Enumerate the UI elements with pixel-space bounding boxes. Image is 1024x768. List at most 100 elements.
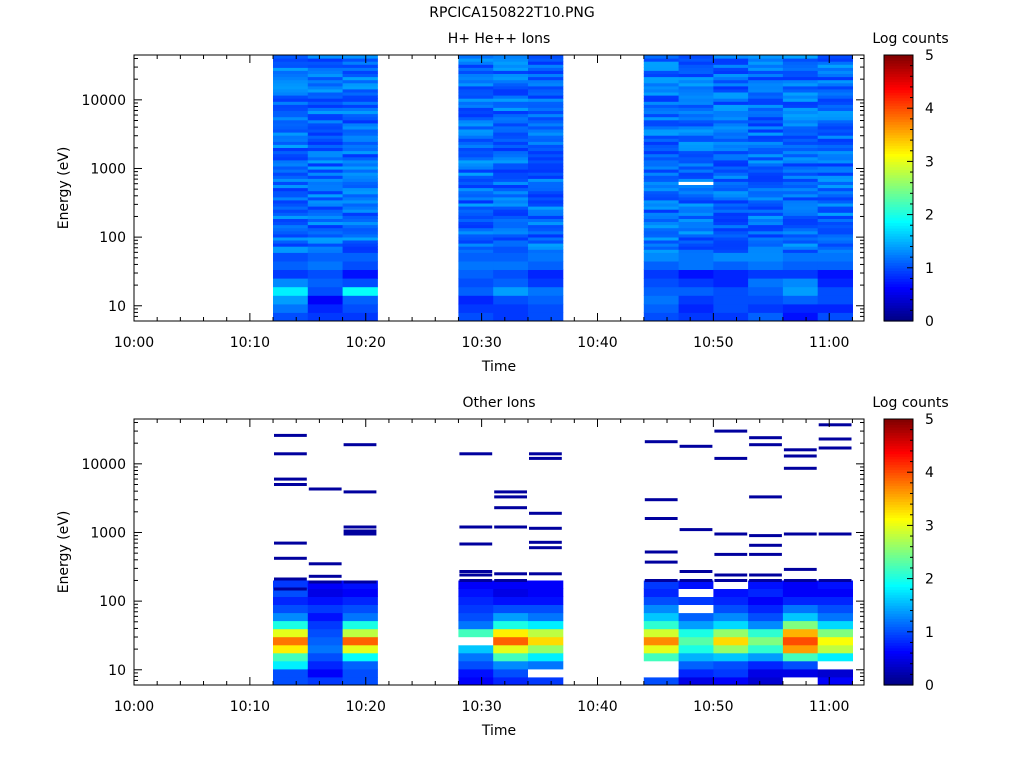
spectrogram-cell bbox=[782, 224, 819, 229]
colorbar-segment bbox=[884, 429, 913, 433]
spectrogram-cell bbox=[678, 70, 714, 74]
colorbar-segment bbox=[884, 445, 913, 449]
colorbar-tick-label: 0 bbox=[925, 678, 934, 694]
spectrogram-cell bbox=[748, 249, 784, 253]
spectrogram-cell bbox=[273, 129, 309, 133]
colorbar-segment bbox=[884, 81, 913, 85]
colorbar-segment bbox=[884, 599, 913, 604]
spectrogram-cell bbox=[342, 135, 378, 139]
spectrogram-cell bbox=[782, 312, 819, 322]
count-line bbox=[679, 579, 713, 582]
colorbar-segment bbox=[884, 517, 913, 521]
colorbar-segment bbox=[884, 113, 913, 117]
spectrogram-cell bbox=[817, 278, 853, 288]
spectrogram-cell bbox=[528, 76, 564, 81]
colorbar-segment bbox=[884, 169, 913, 173]
spectrogram-cell bbox=[458, 55, 494, 59]
colorbar-segment bbox=[884, 562, 913, 566]
spectrogram-cell bbox=[678, 269, 714, 279]
spectrogram-cell bbox=[713, 95, 749, 99]
colorbar-segment bbox=[884, 655, 913, 659]
y-tick-label: 10 bbox=[108, 299, 126, 315]
spectrogram-cell bbox=[748, 203, 784, 207]
spectrogram-cell bbox=[458, 187, 494, 192]
spectrogram-cell bbox=[713, 203, 749, 207]
spectrogram-cell bbox=[713, 181, 749, 185]
colorbar-segment bbox=[884, 666, 913, 670]
spectrogram-cell bbox=[748, 644, 784, 654]
spectrogram-cell bbox=[273, 132, 309, 136]
spectrogram-cell bbox=[817, 628, 853, 638]
count-line bbox=[783, 532, 817, 536]
spectrogram-cell bbox=[342, 227, 378, 232]
spectrogram-cell bbox=[713, 141, 749, 145]
spectrogram-cell bbox=[643, 76, 680, 81]
spectrogram-cell bbox=[273, 144, 309, 148]
spectrogram-cell bbox=[307, 269, 344, 279]
colorbar-segment bbox=[884, 610, 913, 614]
spectrogram-cell bbox=[342, 129, 378, 133]
spectrogram-cell bbox=[643, 596, 680, 605]
spectrogram-cell bbox=[493, 644, 529, 654]
spectrogram-cell bbox=[307, 144, 344, 148]
spectrogram-cell bbox=[528, 175, 564, 179]
spectrogram-cell bbox=[678, 604, 714, 614]
spectrogram-cell bbox=[817, 246, 853, 250]
spectrogram-cell bbox=[273, 604, 309, 614]
spectrogram-cell bbox=[748, 82, 784, 87]
spectrogram-cell bbox=[817, 212, 853, 216]
spectrogram-cell bbox=[678, 677, 714, 686]
spectrogram-cell bbox=[817, 181, 853, 185]
spectrogram-cell bbox=[782, 169, 819, 173]
spectrogram-cell bbox=[493, 580, 529, 589]
spectrogram-cell bbox=[643, 144, 680, 148]
spectrogram-cell bbox=[678, 206, 714, 210]
spectrogram-cell bbox=[307, 187, 344, 192]
spectrogram-cell bbox=[782, 209, 819, 213]
spectrogram-cell bbox=[748, 636, 784, 646]
spectrogram-cell bbox=[493, 278, 529, 288]
spectrogram-cell bbox=[493, 286, 529, 296]
spectrogram-cell bbox=[713, 221, 749, 226]
spectrogram-cell bbox=[817, 125, 853, 130]
spectrogram-cell bbox=[643, 67, 680, 71]
spectrogram-cell bbox=[643, 644, 680, 654]
colorbar-segment bbox=[884, 671, 913, 675]
spectrogram-cell bbox=[493, 58, 529, 62]
spectrogram-cell bbox=[273, 79, 309, 84]
count-line bbox=[459, 525, 493, 529]
spectrogram-cell bbox=[817, 221, 853, 226]
count-line bbox=[818, 446, 852, 450]
spectrogram-cell bbox=[678, 129, 714, 133]
spectrogram-cell bbox=[748, 144, 784, 148]
spectrogram-cell bbox=[713, 125, 749, 130]
spectrogram-cell bbox=[493, 159, 529, 164]
spectrogram-cell bbox=[748, 67, 784, 71]
spectrogram-cell bbox=[458, 147, 494, 152]
spectrogram-cell bbox=[458, 218, 494, 222]
colorbar-segment bbox=[884, 450, 913, 455]
spectrogram-cell bbox=[678, 221, 714, 226]
spectrogram-cell bbox=[458, 153, 494, 158]
spectrogram-cell bbox=[678, 652, 714, 662]
spectrogram-cell bbox=[493, 150, 529, 155]
spectrogram-cell bbox=[342, 246, 378, 250]
spectrogram-cell bbox=[782, 116, 819, 121]
colorbar-segment bbox=[884, 174, 913, 178]
spectrogram-cell bbox=[782, 55, 819, 59]
spectrogram-cell bbox=[817, 209, 853, 213]
spectrogram-cell bbox=[643, 135, 680, 139]
spectrogram-cell bbox=[713, 113, 749, 118]
spectrogram-cell bbox=[678, 230, 714, 235]
spectrogram-cell bbox=[342, 240, 378, 244]
spectrogram-cell bbox=[458, 85, 494, 90]
spectrogram-cell bbox=[817, 70, 853, 74]
count-line bbox=[308, 562, 342, 566]
spectrogram-cell bbox=[817, 175, 853, 179]
spectrogram-cell bbox=[748, 129, 784, 133]
spectrogram-cell bbox=[817, 636, 853, 646]
spectrogram-cell bbox=[782, 88, 819, 93]
colorbar-segment bbox=[884, 188, 913, 192]
spectrogram-cell bbox=[643, 677, 680, 686]
spectrogram-cell bbox=[342, 147, 378, 152]
